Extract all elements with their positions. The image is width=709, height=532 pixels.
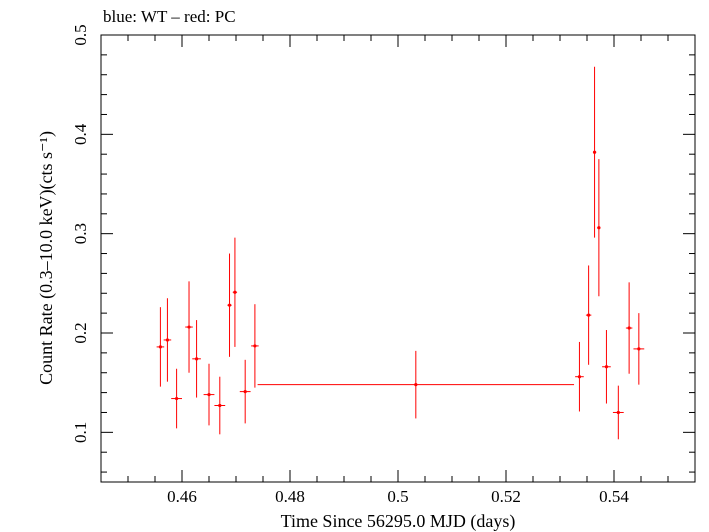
point-marker <box>187 325 191 329</box>
data-point <box>163 298 172 382</box>
data-point <box>257 350 575 419</box>
chart-title: blue: WT – red: PC <box>103 7 236 26</box>
data-point <box>232 237 238 347</box>
y-tick-label: 0.2 <box>71 322 90 343</box>
axis-ticks <box>100 34 696 482</box>
data-point <box>227 253 232 357</box>
y-tick-label: 0.5 <box>71 24 90 45</box>
data-point <box>192 320 201 398</box>
point-marker <box>592 150 597 154</box>
point-marker <box>597 226 601 230</box>
y-tick-label: 0.3 <box>71 223 90 244</box>
data-point <box>633 313 645 385</box>
x-tick-labels: 0.46 0.48 0.5 0.52 0.54 <box>167 487 629 506</box>
point-marker <box>243 390 247 394</box>
data-point <box>592 66 597 238</box>
point-marker <box>627 326 631 330</box>
point-marker <box>637 347 641 351</box>
x-tick-label: 0.5 <box>387 487 408 506</box>
x-tick-label: 0.48 <box>275 487 305 506</box>
point-marker <box>218 403 222 408</box>
data-point <box>612 385 624 440</box>
point-marker <box>414 383 418 387</box>
point-marker <box>604 365 609 369</box>
y-axis-label: Count Rate (0.3–10.0 keV)(cts s⁻¹) <box>36 131 57 385</box>
y-tick-label: 0.1 <box>71 422 90 443</box>
point-marker <box>233 290 237 294</box>
data-point <box>597 159 601 297</box>
x-tick-label: 0.52 <box>491 487 521 506</box>
point-marker <box>194 357 199 361</box>
point-marker <box>175 396 179 401</box>
point-marker <box>165 338 170 342</box>
point-marker <box>253 344 257 348</box>
x-tick-label: 0.46 <box>167 487 197 506</box>
plot-area: 0.46 0.48 0.5 0.52 0.54 0.1 0.2 0.3 0.4 0.5 <box>71 24 696 506</box>
data-point <box>251 304 259 388</box>
data-point <box>171 368 182 429</box>
data-point <box>585 265 592 365</box>
y-tick-label: 0.4 <box>71 123 90 145</box>
point-marker <box>577 375 582 379</box>
point-marker <box>158 345 162 349</box>
data-point <box>203 363 215 426</box>
data-point <box>625 282 633 374</box>
x-axis-label: Time Since 56295.0 MJD (days) <box>281 511 516 532</box>
data-point <box>156 307 165 387</box>
data-point <box>185 281 193 373</box>
y-tick-labels: 0.1 0.2 0.3 0.4 0.5 <box>71 24 90 443</box>
data-points <box>156 66 645 440</box>
data-point <box>214 376 226 435</box>
plot-frame <box>100 34 696 483</box>
data-point <box>602 330 611 404</box>
data-point <box>575 341 584 412</box>
point-marker <box>207 392 211 397</box>
point-marker <box>587 313 591 317</box>
x-tick-label: 0.54 <box>599 487 629 506</box>
data-point <box>239 359 251 424</box>
point-marker <box>616 410 620 415</box>
point-marker <box>227 303 232 307</box>
